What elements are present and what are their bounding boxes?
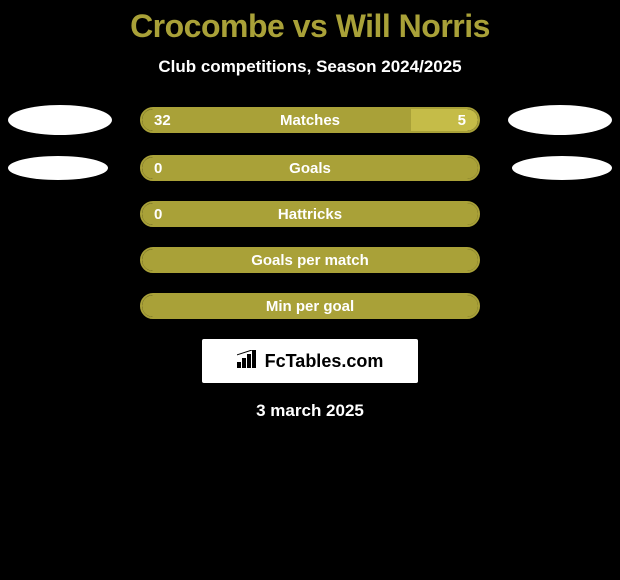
stat-label: Hattricks xyxy=(142,206,478,223)
comparison-row: 0Goals xyxy=(0,155,620,181)
stat-label: Goals xyxy=(142,160,478,177)
player-avatar-left xyxy=(8,105,112,135)
stat-bar: Min per goal xyxy=(140,293,480,319)
player-avatar-right xyxy=(508,105,612,135)
spacer xyxy=(8,260,112,261)
spacer xyxy=(8,306,112,307)
date-label: 3 march 2025 xyxy=(0,401,620,421)
page-title: Crocombe vs Will Norris xyxy=(0,8,620,45)
stat-label: Matches xyxy=(142,112,478,129)
stat-value-left: 0 xyxy=(154,160,162,177)
spacer xyxy=(508,214,612,215)
chart-icon xyxy=(237,350,259,373)
stat-label: Goals per match xyxy=(142,252,478,269)
stat-value-left: 0 xyxy=(154,206,162,223)
spacer xyxy=(508,306,612,307)
player-avatar-right xyxy=(512,156,612,180)
stat-bar: 32Matches5 xyxy=(140,107,480,133)
spacer xyxy=(508,260,612,261)
stat-bar: Goals per match xyxy=(140,247,480,273)
stat-bar: 0Hattricks xyxy=(140,201,480,227)
stat-value-right: 5 xyxy=(458,112,466,129)
watermark-text: FcTables.com xyxy=(265,351,384,372)
subtitle: Club competitions, Season 2024/2025 xyxy=(0,57,620,77)
comparison-card: Crocombe vs Will Norris Club competition… xyxy=(0,0,620,429)
comparison-row: 32Matches5 xyxy=(0,105,620,135)
comparison-row: Min per goal xyxy=(0,293,620,319)
player-avatar-left xyxy=(8,156,108,180)
stat-label: Min per goal xyxy=(142,298,478,315)
spacer xyxy=(8,214,112,215)
stat-value-left: 32 xyxy=(154,112,171,129)
comparison-row: 0Hattricks xyxy=(0,201,620,227)
stat-bar: 0Goals xyxy=(140,155,480,181)
comparison-row: Goals per match xyxy=(0,247,620,273)
comparison-rows: 32Matches50Goals0HattricksGoals per matc… xyxy=(0,105,620,319)
watermark-badge: FcTables.com xyxy=(202,339,418,383)
